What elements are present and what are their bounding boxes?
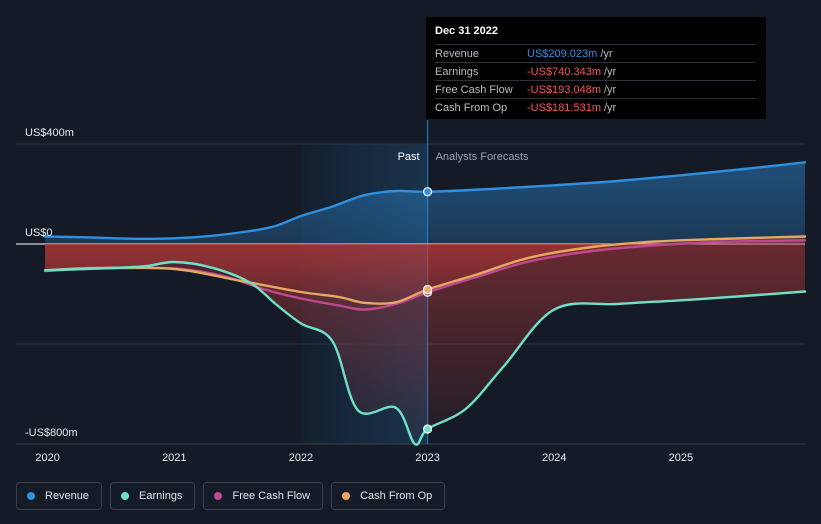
legend: Revenue Earnings Free Cash Flow Cash From O… bbox=[16, 482, 453, 512]
past-label: Past bbox=[398, 151, 420, 163]
cash-from-op-point bbox=[422, 284, 433, 295]
y-label-zero: US$0 bbox=[25, 227, 53, 239]
revenue-point bbox=[422, 187, 433, 197]
tooltip-row-unit: /yr bbox=[604, 101, 617, 114]
x-tick-2020: 2020 bbox=[35, 452, 59, 464]
earnings-point bbox=[422, 424, 433, 434]
earnings-line bbox=[43, 260, 807, 446]
x-tick-2021: 2021 bbox=[162, 452, 186, 464]
cash-from-op-area bbox=[45, 236, 806, 304]
tooltip: Dec 31 2022 Revenue US$209.023m/yr Earning… bbox=[426, 17, 766, 119]
tooltip-row-name: Cash From Op bbox=[435, 101, 508, 114]
forecast-label: Analysts Forecasts bbox=[436, 151, 529, 163]
legend-item-revenue[interactable]: Revenue bbox=[16, 482, 103, 510]
legend-item-cash-from-op[interactable]: Cash From Op bbox=[331, 482, 446, 510]
tooltip-row-name: Earnings bbox=[435, 65, 479, 78]
cash-from-op-line bbox=[43, 235, 807, 305]
legend-label: Cash From Op bbox=[360, 490, 433, 502]
tooltip-row: Earnings -US$740.343m/yr bbox=[435, 62, 756, 80]
tooltip-row-unit: /yr bbox=[604, 83, 617, 96]
y-label-bottom: -US$800m bbox=[25, 427, 78, 439]
y-label-top: US$400m bbox=[25, 127, 74, 139]
legend-dot-icon bbox=[342, 492, 351, 500]
tooltip-row-value: -US$181.531m bbox=[527, 101, 601, 114]
x-tick-2023: 2023 bbox=[415, 452, 439, 464]
legend-dot-icon bbox=[214, 492, 223, 500]
tooltip-row-value: -US$740.343m bbox=[527, 65, 601, 78]
tooltip-date: Dec 31 2022 bbox=[435, 25, 498, 37]
x-tick-2022: 2022 bbox=[289, 452, 313, 464]
tooltip-row-unit: /yr bbox=[604, 65, 617, 78]
legend-label: Revenue bbox=[45, 490, 90, 502]
tooltip-row-name: Revenue bbox=[435, 47, 480, 60]
earnings-area bbox=[45, 244, 806, 445]
tooltip-row-unit: /yr bbox=[600, 47, 613, 60]
tooltip-row: Revenue US$209.023m/yr bbox=[435, 44, 756, 62]
revenue-line bbox=[43, 161, 807, 241]
x-tick-2024: 2024 bbox=[542, 452, 566, 464]
tooltip-row-name: Free Cash Flow bbox=[435, 83, 513, 96]
free-cash-flow-line bbox=[43, 239, 807, 311]
tooltip-row-value: -US$193.048m bbox=[527, 83, 601, 96]
legend-item-free-cash-flow[interactable]: Free Cash Flow bbox=[203, 482, 324, 510]
legend-dot-icon bbox=[27, 492, 35, 500]
legend-label: Earnings bbox=[139, 490, 183, 502]
legend-dot-icon bbox=[121, 492, 130, 500]
tooltip-row: Cash From Op -US$181.531m/yr bbox=[435, 98, 756, 116]
legend-label: Free Cash Flow bbox=[232, 490, 311, 502]
revenue-area bbox=[45, 162, 806, 244]
x-tick-2025: 2025 bbox=[669, 452, 693, 464]
tooltip-row-value: US$209.023m bbox=[527, 47, 598, 60]
tooltip-row: Free Cash Flow -US$193.048m/yr bbox=[435, 80, 756, 98]
legend-item-earnings[interactable]: Earnings bbox=[110, 482, 196, 510]
